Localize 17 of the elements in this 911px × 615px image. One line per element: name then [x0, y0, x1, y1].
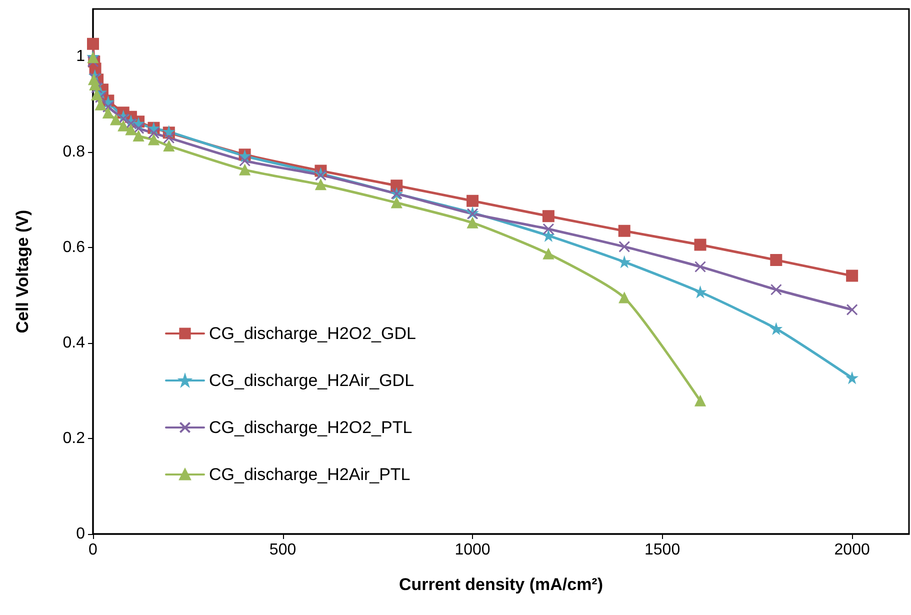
legend-label: CG_discharge_H2Air_PTL — [209, 465, 410, 484]
y-tick-label: 1 — [76, 48, 86, 66]
x-tick-label: 2000 — [834, 542, 870, 558]
y-tick-label: 0.6 — [62, 239, 86, 256]
y-tick-label: 0 — [76, 526, 86, 542]
x-tick-label: 0 — [88, 542, 98, 558]
y-tick-label: 0.2 — [62, 430, 86, 448]
legend-label: CG_discharge_H2O2_PTL — [209, 418, 412, 437]
x-tick-label: 1500 — [644, 542, 680, 558]
x-axis-title: Current density (mA/cm²) — [398, 575, 604, 594]
y-axis-title: Cell Voltage (V) — [13, 210, 32, 334]
legend-label: CG_discharge_H2O2_GDL — [209, 324, 416, 343]
x-tick-label: 1000 — [454, 542, 490, 558]
legend-label: CG_discharge_H2Air_GDL — [209, 371, 414, 390]
x-tick-label: 500 — [269, 542, 296, 558]
y-tick-label: 0.4 — [62, 334, 86, 352]
y-tick-label: 0.8 — [62, 144, 86, 161]
